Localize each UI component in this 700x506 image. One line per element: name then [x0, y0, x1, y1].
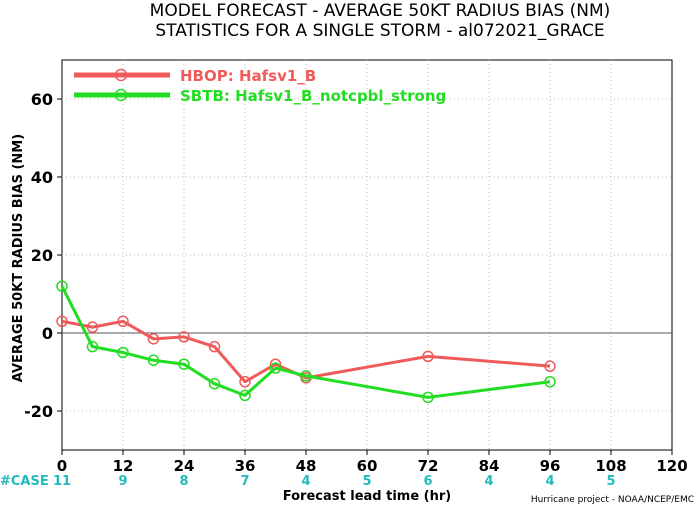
case-count: 7	[240, 474, 249, 489]
data-point	[422, 391, 434, 404]
data-point	[86, 340, 99, 353]
legend-swatch-marker	[114, 88, 128, 102]
x-tick-label: 72	[418, 457, 439, 475]
case-count: 9	[118, 474, 127, 489]
series-line	[60, 285, 551, 399]
data-point	[544, 360, 556, 372]
case-count: 5	[362, 474, 371, 489]
y-tick-label: -20	[24, 402, 53, 421]
x-tick-label: 96	[540, 457, 561, 475]
legend: HBOP: Hafsv1_B SBTB: Hafsv1_B_notcpbl_str…	[74, 67, 446, 105]
legend-label: HBOP: Hafsv1_B	[180, 67, 316, 85]
case-count: 4	[545, 474, 554, 489]
data-point	[300, 370, 312, 382]
data-point	[147, 333, 160, 345]
x-tick-label: 84	[479, 457, 500, 475]
credit-text: Hurricane project - NOAA/NCEP/EMC	[531, 495, 694, 505]
data-point	[56, 280, 68, 292]
legend-label: SBTB: Hafsv1_B_notcpbl_strong	[180, 87, 446, 105]
x-tick-label: 48	[296, 457, 317, 475]
y-axis-label: AVERAGE 50KT RADIUS BIAS (NM)	[11, 134, 26, 382]
data-point	[178, 331, 190, 343]
x-tick-label: 108	[595, 457, 626, 475]
case-count: 6	[423, 474, 432, 489]
case-count: 11	[53, 474, 71, 489]
x-tick-label: 36	[235, 457, 256, 475]
y-axis-ticks: -20 0 20 40 60	[24, 90, 62, 421]
y-tick-label: 0	[42, 324, 53, 343]
data-point	[117, 346, 129, 359]
case-count: 8	[179, 474, 188, 489]
chart-title: MODEL FORECAST - AVERAGE 50KT RADIUS BIA…	[150, 1, 611, 21]
series-group	[56, 280, 556, 404]
data-point	[208, 377, 221, 390]
data-point	[544, 376, 556, 388]
series-1	[56, 315, 556, 388]
case-count: 5	[606, 474, 615, 489]
data-point	[239, 376, 251, 388]
x-axis-label: Forecast lead time (hr)	[283, 489, 451, 504]
y-tick-label: 60	[31, 90, 53, 109]
x-tick-label: 12	[113, 457, 134, 475]
case-count-row: 11 9 8 7 4 5 6 4 4 5	[53, 474, 616, 489]
data-point	[208, 340, 221, 353]
x-tick-label: 120	[656, 457, 687, 475]
y-tick-label: 20	[31, 246, 53, 265]
data-point	[86, 321, 99, 333]
legend-swatch-marker	[114, 68, 128, 82]
x-axis-ticks: 0 12 24 36 48 60 72 84 96 108 120	[57, 450, 688, 475]
case-count: 4	[484, 474, 493, 489]
x-tick-label: 0	[57, 457, 67, 475]
data-point	[178, 358, 190, 370]
chart-subtitle: STATISTICS FOR A SINGLE STORM - al072021…	[155, 21, 604, 41]
case-count: 4	[301, 474, 310, 489]
data-point	[117, 315, 129, 328]
series-line	[61, 319, 551, 384]
legend-item: SBTB: Hafsv1_B_notcpbl_strong	[74, 87, 446, 105]
data-point	[147, 354, 160, 367]
data-point	[269, 362, 282, 374]
case-label: #CASE	[0, 474, 49, 489]
x-tick-label: 24	[174, 457, 195, 475]
x-tick-label: 60	[357, 457, 378, 475]
data-point	[422, 350, 434, 363]
data-point	[239, 389, 251, 402]
data-point	[56, 315, 68, 328]
legend-item: HBOP: Hafsv1_B	[74, 67, 316, 85]
grid-lines	[62, 60, 672, 450]
series-2	[56, 280, 556, 404]
y-tick-label: 40	[31, 168, 53, 187]
